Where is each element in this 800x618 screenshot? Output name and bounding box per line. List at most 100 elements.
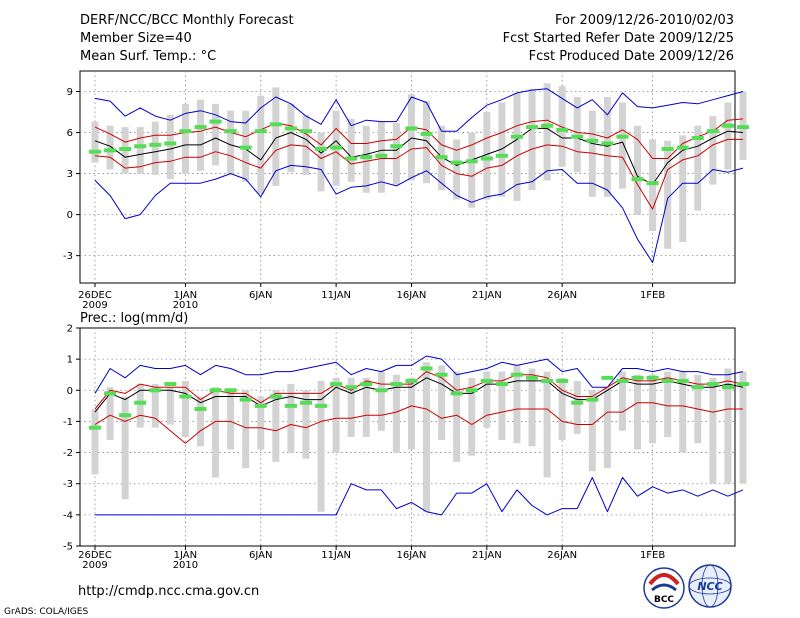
- x-tick-label: 26JAN: [547, 550, 577, 561]
- observation-marker: [676, 145, 689, 150]
- ensemble-range-box: [679, 135, 687, 242]
- observation-marker: [375, 153, 388, 158]
- observation-marker: [390, 382, 403, 387]
- observation-marker: [510, 372, 523, 377]
- ncc-logo-text: NCC: [697, 580, 722, 593]
- ensemble-range-box: [588, 390, 596, 472]
- observation-marker: [179, 129, 192, 134]
- observation-marker: [556, 127, 569, 132]
- ensemble-range-box: [423, 101, 431, 184]
- observation-marker: [586, 138, 599, 143]
- ensemble-range-box: [528, 88, 536, 190]
- ensemble-range-box: [543, 83, 551, 181]
- x-tick-label: 6JAN: [249, 290, 272, 301]
- ensemble-range-box: [257, 95, 265, 195]
- observation-marker: [134, 144, 147, 149]
- ensemble-range-box: [694, 125, 702, 211]
- header-title: DERF/NCC/BCC Monthly Forecast: [80, 13, 294, 28]
- ensemble-range-box: [136, 127, 144, 174]
- ensemble-range-box: [106, 125, 114, 170]
- observation-marker: [480, 378, 493, 383]
- observation-marker: [179, 394, 192, 399]
- y-tick-label: 3: [67, 169, 73, 180]
- observation-marker: [691, 385, 704, 390]
- observation-marker: [330, 145, 343, 150]
- observation-marker: [737, 382, 750, 387]
- observation-marker: [706, 129, 719, 134]
- envelope-max-line: [94, 88, 744, 132]
- observation-marker: [134, 400, 147, 405]
- observation-marker: [737, 125, 750, 130]
- observation-marker: [299, 129, 312, 134]
- ensemble-range-box: [362, 377, 370, 437]
- observation-marker: [345, 385, 358, 390]
- ensemble-range-box: [513, 365, 521, 444]
- observation-marker: [465, 159, 478, 164]
- spread-lower-line: [94, 402, 743, 444]
- observation-marker: [420, 366, 433, 371]
- ensemble-range-box: [347, 377, 355, 437]
- ensemble-range-box: [468, 132, 476, 208]
- ensemble-range-box: [362, 125, 370, 193]
- x-tick-label: 16JAN: [397, 550, 427, 561]
- ensemble-range-box: [151, 384, 159, 428]
- ensemble-range-box: [136, 384, 144, 428]
- observation-marker: [209, 119, 222, 124]
- envelope-min-line: [94, 164, 744, 263]
- y-tick-label: -3: [63, 479, 73, 490]
- ensemble-range-box: [664, 371, 672, 437]
- plot-frame: [79, 70, 736, 284]
- envelope-max-line: [94, 355, 744, 394]
- observation-marker: [721, 385, 734, 390]
- ensemble-range-box: [227, 110, 235, 174]
- x-tick-label: 1FEB: [640, 550, 665, 561]
- x-tick-label: 26DEC: [78, 550, 112, 561]
- ensemble-range-box: [709, 377, 717, 484]
- ensemble-range-box: [739, 371, 747, 484]
- x-tick-label: 21JAN: [472, 550, 502, 561]
- observation-marker: [239, 145, 252, 150]
- observation-marker: [299, 400, 312, 405]
- observation-marker: [616, 134, 629, 139]
- observation-marker: [435, 155, 448, 160]
- observation-marker: [586, 397, 599, 402]
- bcc-logo-text: BCC: [654, 595, 674, 605]
- observation-marker: [104, 148, 117, 153]
- ensemble-range-box: [724, 102, 732, 170]
- observation-marker: [315, 146, 328, 151]
- y-tick-label: -5: [63, 542, 73, 553]
- envelope-min-line: [95, 477, 744, 516]
- observation-marker: [571, 400, 584, 405]
- ensemble-range-box: [483, 371, 491, 428]
- ensemble-range-box: [332, 377, 340, 453]
- ensemble-range-box: [242, 390, 250, 469]
- observation-marker: [360, 155, 373, 160]
- observation-marker: [254, 403, 267, 408]
- ensemble-range-box: [196, 396, 204, 447]
- ensemble-range-box: [573, 96, 581, 173]
- footer-url[interactable]: http://cmdp.ncc.cma.gov.cn: [78, 584, 259, 599]
- observation-marker: [119, 413, 132, 418]
- observation-marker: [119, 146, 132, 151]
- precip-title: Prec.: log(mm/d): [80, 311, 188, 326]
- ensemble-range-box: [618, 102, 626, 189]
- observation-marker: [661, 146, 674, 151]
- header-start-date: Fcst Started Refer Date 2009/12/25: [503, 31, 734, 46]
- observation-marker: [405, 126, 418, 131]
- observation-marker: [571, 134, 584, 139]
- observation-marker: [691, 136, 704, 141]
- observation-marker: [526, 375, 539, 380]
- ensemble-range-box: [634, 374, 642, 450]
- observation-marker: [706, 382, 719, 387]
- x-tick-label-year: 2009: [82, 300, 107, 311]
- observation-marker: [164, 382, 177, 387]
- observation-marker: [646, 181, 659, 186]
- ensemble-range-box: [212, 103, 220, 166]
- observation-marker: [224, 388, 237, 393]
- observation-marker: [465, 388, 478, 393]
- ensemble-range-box: [664, 140, 672, 249]
- ensemble-range-box: [423, 362, 431, 512]
